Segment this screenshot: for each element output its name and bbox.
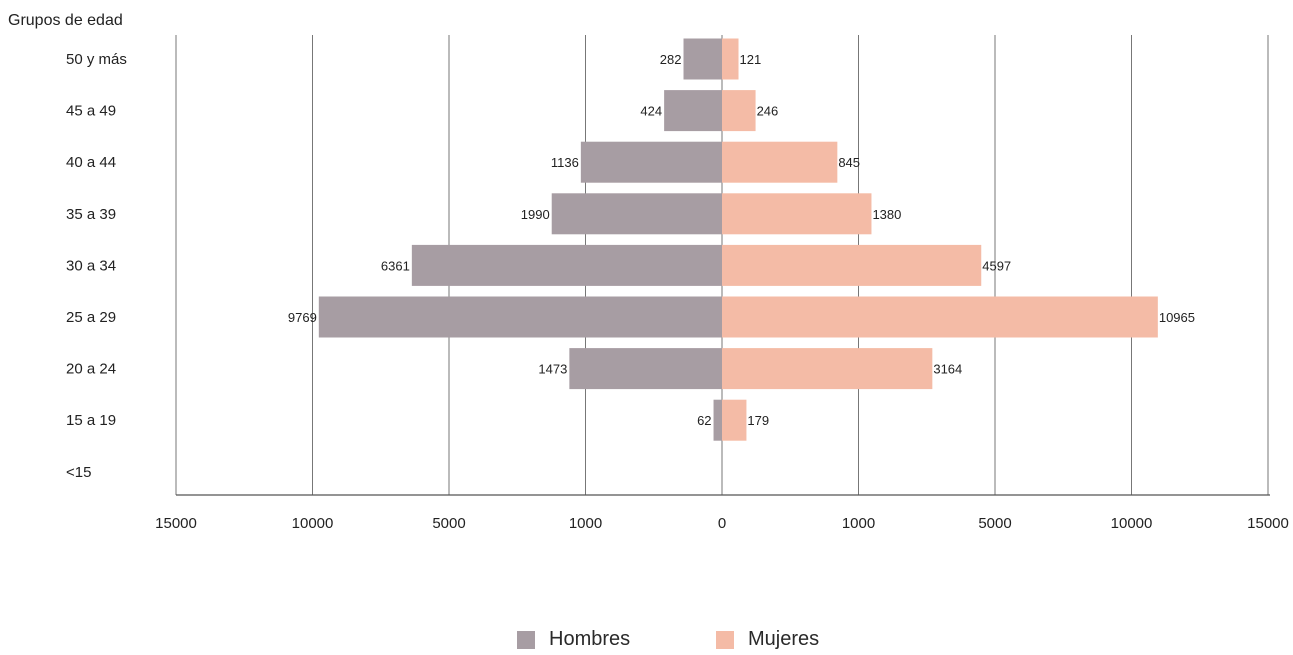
x-tick-label: 1000 <box>842 515 875 532</box>
bar-hombres <box>683 38 722 80</box>
bars <box>318 38 1158 441</box>
bar-mujeres <box>722 193 872 235</box>
category-label: 35 a 39 <box>66 206 116 223</box>
category-label: 45 a 49 <box>66 103 116 120</box>
x-tick-labels: 15000 10000 5000 1000 0 1000 5000 10000 15000 <box>155 515 1289 532</box>
population-pyramid-chart: Grupos de edad 50 y más 45 a 49 40 a 44 35 … <box>8 12 1289 532</box>
legend-item-mujeres: Mujeres <box>716 628 819 651</box>
legend-label-mujeres: Mujeres <box>748 628 820 650</box>
bar-hombres <box>580 141 722 183</box>
legend: Hombres Mujeres <box>0 628 1293 652</box>
bar-hombres <box>318 296 722 338</box>
value-label-mujeres: 179 <box>747 413 769 428</box>
category-labels: 50 y más 45 a 49 40 a 44 35 a 39 30 a 34 25 a… <box>66 51 127 481</box>
x-tick-label: 10000 <box>1111 515 1153 532</box>
category-label: 25 a 29 <box>66 309 116 326</box>
bar-mujeres <box>722 244 982 286</box>
value-label-hombres: 424 <box>640 104 662 119</box>
value-label-mujeres: 845 <box>838 155 860 170</box>
value-label-hombres: 282 <box>660 52 682 67</box>
x-tick-label: 5000 <box>432 515 465 532</box>
value-label-hombres: 62 <box>697 413 711 428</box>
x-tick-label: 0 <box>718 515 726 532</box>
x-tick-label: 10000 <box>292 515 334 532</box>
value-label-mujeres: 4597 <box>982 258 1011 273</box>
bar-hombres <box>713 399 722 441</box>
x-tick-label: 5000 <box>978 515 1011 532</box>
bar-mujeres <box>722 296 1158 338</box>
bar-mujeres <box>722 141 838 183</box>
category-label: 20 a 24 <box>66 361 116 378</box>
value-label-hombres: 1136 <box>551 155 579 170</box>
value-label-hombres: 1990 <box>521 207 550 222</box>
y-axis-title: Grupos de edad <box>8 12 123 29</box>
category-label: 50 y más <box>66 51 127 68</box>
x-tick-label: 15000 <box>1247 515 1289 532</box>
legend-swatch-mujeres <box>716 630 734 649</box>
bar-mujeres <box>722 38 739 80</box>
value-label-hombres: 9769 <box>288 310 317 325</box>
value-label-mujeres: 246 <box>757 104 779 119</box>
legend-item-hombres: Hombres <box>517 628 630 651</box>
category-label: 15 a 19 <box>66 412 116 429</box>
x-tick-label: 15000 <box>155 515 197 532</box>
x-tick-label: 1000 <box>569 515 602 532</box>
value-label-mujeres: 121 <box>740 52 762 67</box>
bar-hombres <box>551 193 722 235</box>
category-label: 40 a 44 <box>66 154 116 171</box>
bar-hombres <box>664 90 722 132</box>
bar-hombres <box>411 244 722 286</box>
bar-mujeres <box>722 399 747 441</box>
legend-label-hombres: Hombres <box>549 628 631 650</box>
value-labels: 282 121 424 246 1136 845 1990 1380 6361 4597 9769 1… <box>288 52 1195 428</box>
bar-mujeres <box>722 348 933 390</box>
bar-hombres <box>569 348 722 390</box>
value-label-hombres: 1473 <box>538 362 567 377</box>
legend-swatch-hombres <box>517 630 535 649</box>
bar-mujeres <box>722 90 756 132</box>
value-label-hombres: 6361 <box>381 258 410 273</box>
value-label-mujeres: 3164 <box>933 362 962 377</box>
category-label: 30 a 34 <box>66 257 116 274</box>
value-label-mujeres: 10965 <box>1159 310 1195 325</box>
category-label: <15 <box>66 464 91 481</box>
value-label-mujeres: 1380 <box>872 207 901 222</box>
